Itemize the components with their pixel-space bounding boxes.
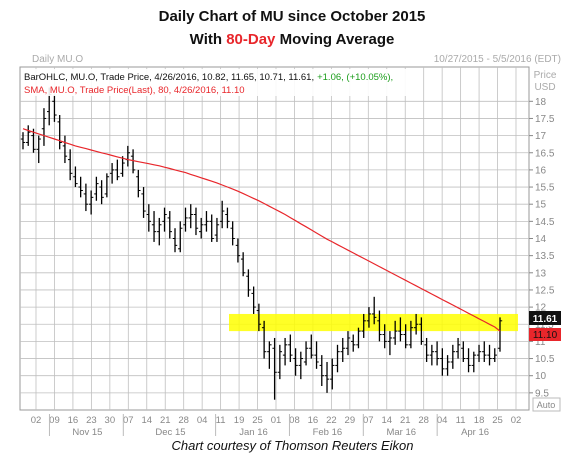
y-tick-label: 10.5 xyxy=(535,354,555,365)
x-tick-label: 09 xyxy=(49,415,60,426)
x-tick-label: 04 xyxy=(437,415,448,426)
last-price-badge xyxy=(529,311,561,325)
x-tick-label: 16 xyxy=(308,415,319,426)
y-tick-label: 15.5 xyxy=(535,183,555,194)
chart-title-line1: Daily Chart of MU since October 2015 xyxy=(159,8,426,25)
sma-line xyxy=(22,128,501,332)
y-tick-label: 16.5 xyxy=(535,148,555,159)
x-tick-label: 07 xyxy=(123,415,134,426)
y-tick-label: 17 xyxy=(535,131,547,142)
y-tick-label: 18 xyxy=(535,97,547,108)
legend-sma-line: SMA, MU.O, Trade Price(Last), 80, 4/26/2… xyxy=(24,85,245,96)
x-tick-label: 25 xyxy=(252,415,263,426)
sma-price-text: 11.10 xyxy=(533,330,558,341)
x-month-label: Apr 16 xyxy=(461,427,489,438)
x-tick-label: 11 xyxy=(216,415,226,426)
x-tick-label: 30 xyxy=(105,415,116,426)
x-tick-label: 21 xyxy=(160,415,171,426)
y-tick-label: 12 xyxy=(535,303,547,314)
x-tick-label: 19 xyxy=(234,415,245,426)
y-tick-label: 13 xyxy=(535,268,547,279)
y-tick-label: 16 xyxy=(535,165,547,176)
y-tick-label: 15 xyxy=(535,200,547,211)
y-tick-label: 9.5 xyxy=(535,388,549,399)
x-tick-label: 08 xyxy=(289,415,300,426)
x-tick-label: 29 xyxy=(345,415,356,426)
x-tick-label: 11 xyxy=(456,415,466,426)
auto-scale-button[interactable] xyxy=(532,397,561,412)
x-tick-label: 28 xyxy=(178,415,189,426)
x-tick-label: 02 xyxy=(511,415,522,426)
ohlc-bars xyxy=(20,87,503,400)
x-tick-label: 16 xyxy=(68,415,79,426)
x-tick-label: 18 xyxy=(474,415,485,426)
chart-title-line2: With 80-Day Moving Average xyxy=(190,31,395,48)
x-tick-label: 14 xyxy=(381,415,392,426)
x-tick-label: 22 xyxy=(326,415,337,426)
x-month-label: Feb 16 xyxy=(313,427,343,438)
panel-date-range: 10/27/2015 - 5/5/2016 (EDT) xyxy=(434,54,561,65)
x-tick-label: 14 xyxy=(141,415,152,426)
y-tick-label: 14 xyxy=(535,234,547,245)
chart-caption: Chart courtesy of Thomson Reuters Eikon xyxy=(171,438,414,453)
x-month-label: Nov 15 xyxy=(72,427,102,438)
y-tick-label: 10 xyxy=(535,371,547,382)
legend-bar-text: BarOHLC, MU.O, Trade Price, 4/26/2016, 1… xyxy=(24,72,314,83)
last-price-text: 11.61 xyxy=(533,314,558,325)
y-tick-label: 13.5 xyxy=(535,251,555,262)
title-pre: With xyxy=(190,31,227,48)
y-tick-label: 17.5 xyxy=(535,114,555,125)
panel-symbol-label: Daily MU.O xyxy=(32,54,83,65)
axis-currency-label: USD xyxy=(534,82,555,93)
x-tick-label: 04 xyxy=(197,415,208,426)
auto-scale-label: Auto xyxy=(537,400,556,410)
sma-price-badge xyxy=(529,328,561,341)
resistance-band xyxy=(229,313,518,332)
y-tick-label: 12.5 xyxy=(535,285,555,296)
grid xyxy=(20,67,529,410)
x-tick-label: 21 xyxy=(400,415,411,426)
x-month-label: Dec 15 xyxy=(155,427,185,438)
legend-bar-line: BarOHLC, MU.O, Trade Price, 4/26/2016, 1… xyxy=(24,72,393,83)
x-month-label: Mar 16 xyxy=(386,427,416,438)
x-axis-ticks: 02 09 16 23 30 07 14 21 28 04 11 19 25 01 08 16 22 29 07 14… xyxy=(31,414,522,438)
x-tick-label: 23 xyxy=(86,415,97,426)
title-post: Moving Average xyxy=(275,31,394,48)
x-month-label: Jan 16 xyxy=(239,427,268,438)
legend-bar-change: +1.06, (+10.05%), xyxy=(317,72,393,83)
x-tick-label: 07 xyxy=(363,415,374,426)
y-tick-label: 14.5 xyxy=(535,217,555,228)
y-tick-label: 11 xyxy=(535,337,546,348)
x-tick-label: 02 xyxy=(31,415,42,426)
y-tick-label: 11.5 xyxy=(535,320,554,331)
title-highlight: 80-Day xyxy=(226,31,276,48)
x-tick-label: 01 xyxy=(271,415,282,426)
legend-box xyxy=(22,69,407,96)
x-tick-label: 28 xyxy=(418,415,429,426)
y-axis-ticks: 9.5 10 10.5 11 11.5 12 12.5 13 13.5 14 14.5 15 15.5 1… xyxy=(529,97,555,399)
x-tick-label: 25 xyxy=(492,415,503,426)
axis-price-label: Price xyxy=(534,70,557,81)
